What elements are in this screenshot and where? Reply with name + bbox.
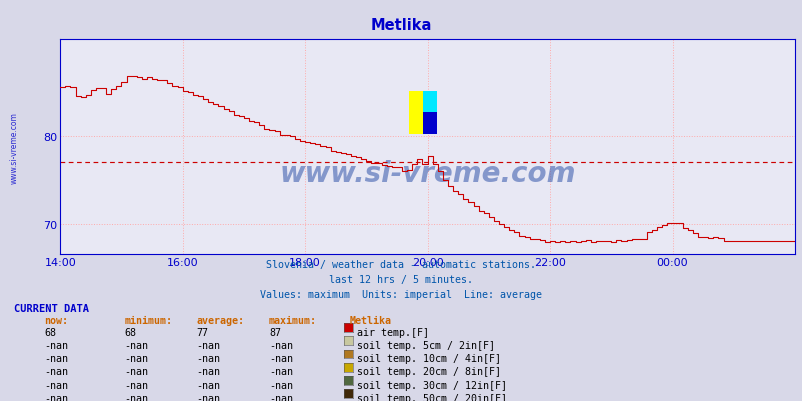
Text: last 12 hrs / 5 minutes.: last 12 hrs / 5 minutes. <box>329 275 473 285</box>
Text: soil temp. 50cm / 20in[F]: soil temp. 50cm / 20in[F] <box>357 393 507 401</box>
Text: soil temp. 5cm / 2in[F]: soil temp. 5cm / 2in[F] <box>357 340 495 350</box>
Text: -nan: -nan <box>44 380 68 390</box>
Text: 87: 87 <box>269 327 281 337</box>
Text: -nan: -nan <box>44 393 68 401</box>
Text: air temp.[F]: air temp.[F] <box>357 327 429 337</box>
Text: -nan: -nan <box>269 393 293 401</box>
Text: -nan: -nan <box>44 353 68 363</box>
Text: -nan: -nan <box>196 353 221 363</box>
Text: -nan: -nan <box>124 340 148 350</box>
Text: minimum:: minimum: <box>124 315 172 325</box>
Text: now:: now: <box>44 315 68 325</box>
Text: 77: 77 <box>196 327 209 337</box>
Text: Values: maximum  Units: imperial  Line: average: Values: maximum Units: imperial Line: av… <box>260 290 542 300</box>
Text: 68: 68 <box>124 327 136 337</box>
Text: Slovenia / weather data - automatic stations.: Slovenia / weather data - automatic stat… <box>266 260 536 270</box>
Bar <box>423 113 436 134</box>
Text: soil temp. 20cm / 8in[F]: soil temp. 20cm / 8in[F] <box>357 367 500 377</box>
Text: 68: 68 <box>44 327 56 337</box>
Text: soil temp. 10cm / 4in[F]: soil temp. 10cm / 4in[F] <box>357 353 500 363</box>
Bar <box>409 91 436 134</box>
Text: average:: average: <box>196 315 245 325</box>
Text: -nan: -nan <box>269 353 293 363</box>
Text: www.si-vreme.com: www.si-vreme.com <box>279 159 575 187</box>
Text: -nan: -nan <box>269 367 293 377</box>
Text: -nan: -nan <box>196 367 221 377</box>
Text: soil temp. 30cm / 12in[F]: soil temp. 30cm / 12in[F] <box>357 380 507 390</box>
Text: -nan: -nan <box>196 393 221 401</box>
Text: maximum:: maximum: <box>269 315 317 325</box>
Text: -nan: -nan <box>124 353 148 363</box>
Text: Metlika: Metlika <box>349 315 391 325</box>
Text: www.si-vreme.com: www.si-vreme.com <box>10 111 19 183</box>
Text: -nan: -nan <box>269 340 293 350</box>
Text: -nan: -nan <box>124 380 148 390</box>
Text: -nan: -nan <box>196 380 221 390</box>
Text: -nan: -nan <box>196 340 221 350</box>
Text: -nan: -nan <box>44 367 68 377</box>
Text: -nan: -nan <box>44 340 68 350</box>
Text: -nan: -nan <box>124 393 148 401</box>
Text: -nan: -nan <box>269 380 293 390</box>
Bar <box>423 91 436 119</box>
Text: Metlika: Metlika <box>371 18 431 33</box>
Text: CURRENT DATA: CURRENT DATA <box>14 303 89 313</box>
Text: -nan: -nan <box>124 367 148 377</box>
